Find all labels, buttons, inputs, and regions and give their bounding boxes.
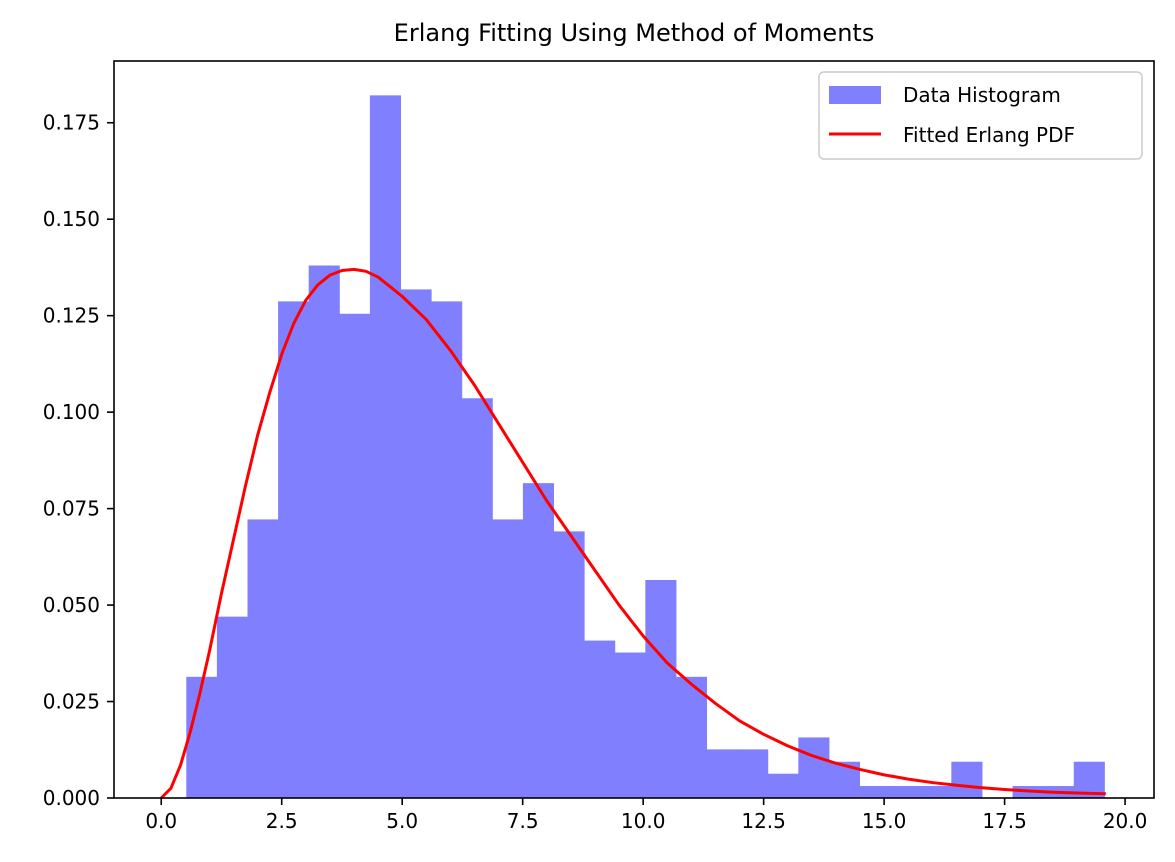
histogram-bar (186, 676, 218, 798)
x-tick-label: 17.5 (982, 809, 1027, 833)
histogram-bar (339, 313, 371, 798)
x-tick-label: 12.5 (741, 809, 786, 833)
histogram-bar (216, 616, 248, 798)
histogram-bar (767, 773, 799, 798)
histogram-bar (431, 301, 463, 798)
histogram-bar (461, 398, 493, 798)
histogram-bar (890, 786, 922, 798)
histogram-bar (737, 749, 769, 798)
histogram-bars (186, 95, 1105, 799)
y-tick-label: 0.050 (43, 593, 100, 617)
histogram-bar (247, 519, 279, 798)
pdf-line-layer (160, 267, 1106, 800)
histogram-bar (369, 95, 401, 799)
y-tick-label: 0.100 (43, 400, 100, 424)
histogram-bar (614, 652, 646, 798)
y-tick-label: 0.075 (43, 497, 100, 521)
x-tick-label: 2.5 (266, 809, 298, 833)
histogram-bar (584, 640, 616, 798)
legend-pdf-label: Fitted Erlang PDF (903, 123, 1075, 147)
x-axis: 0.0 2.5 5.0 7.5 10.0 12.5 15.0 17.5 20.0 (145, 798, 1147, 833)
histogram-bar (522, 483, 555, 798)
y-tick-label: 0.025 (43, 690, 100, 714)
y-tick-label: 0.000 (43, 786, 100, 810)
y-tick-label: 0.150 (43, 207, 100, 231)
histogram-bar (400, 289, 432, 798)
pdf-line (160, 267, 1106, 800)
plot-frame (113, 60, 1155, 799)
histogram-bar (675, 676, 708, 798)
x-tick-label: 7.5 (507, 809, 539, 833)
chart-title: Erlang Fitting Using Method of Moments (394, 19, 875, 47)
y-axis: 0.000 0.025 0.050 0.075 0.100 0.125 0.150 0.175 (43, 111, 114, 810)
histogram-bar (798, 737, 830, 798)
histogram-bar (645, 579, 677, 798)
x-tick-label: 10.0 (621, 809, 666, 833)
legend-histogram-swatch (829, 86, 881, 104)
histogram-bar (492, 519, 524, 798)
x-tick-label: 5.0 (386, 809, 418, 833)
histogram-bar (553, 531, 585, 798)
legend-histogram-label: Data Histogram (903, 83, 1061, 107)
histogram-bar (951, 761, 983, 798)
histogram-bar (706, 749, 738, 798)
y-tick-label: 0.125 (43, 304, 100, 328)
histogram-bar (920, 786, 952, 798)
histogram-bar (278, 301, 310, 798)
legend-frame (818, 71, 1143, 160)
y-tick-label: 0.175 (43, 111, 100, 135)
histogram-bar (308, 265, 340, 798)
x-tick-label: 15.0 (862, 809, 907, 833)
histogram-bar (859, 786, 891, 798)
x-tick-label: 20.0 (1103, 809, 1148, 833)
legend: Data Histogram Fitted Erlang PDF (818, 71, 1143, 160)
x-tick-label: 0.0 (145, 809, 177, 833)
